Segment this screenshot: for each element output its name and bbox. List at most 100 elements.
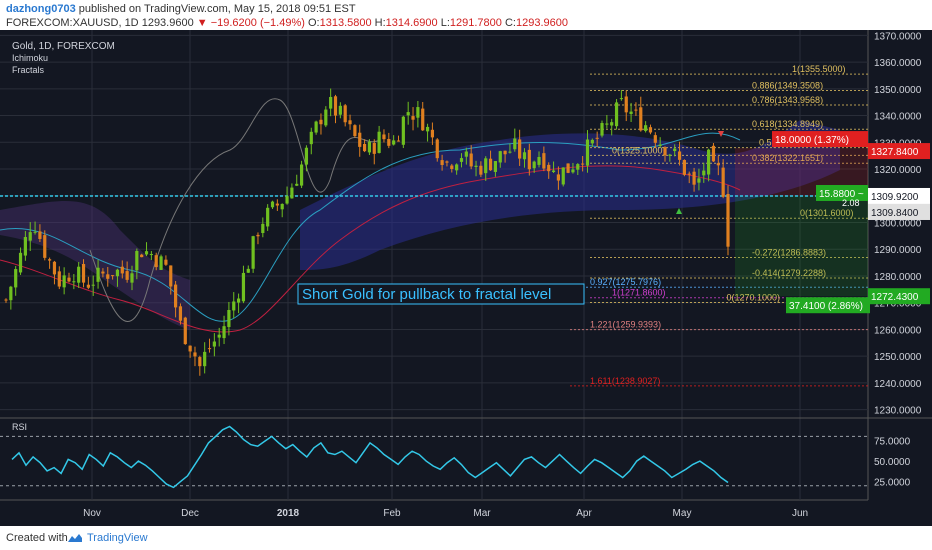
candle-body bbox=[217, 334, 221, 338]
price-axis-panel[interactable] bbox=[868, 30, 932, 526]
candle-body bbox=[440, 160, 444, 165]
candle-body bbox=[115, 269, 120, 277]
time-tick-label: Mar bbox=[473, 508, 491, 519]
target-tag-bg bbox=[786, 297, 870, 314]
candle-body bbox=[581, 163, 585, 165]
annotation-box[interactable] bbox=[297, 283, 585, 305]
candle-body bbox=[455, 164, 459, 171]
candle-body bbox=[96, 267, 100, 282]
candle-body bbox=[236, 298, 241, 303]
candle-body bbox=[299, 164, 304, 186]
target-tag: 37.4100 (2.86%) bbox=[789, 301, 863, 312]
candle-body bbox=[547, 164, 551, 172]
fib-label: -0.272(1286.8883) bbox=[752, 248, 826, 258]
candle-body bbox=[159, 256, 163, 270]
price-tick-label: 1240.0000 bbox=[874, 379, 922, 390]
candle-body bbox=[111, 275, 115, 277]
candle-body bbox=[392, 140, 396, 145]
candle-body bbox=[57, 271, 61, 287]
candle-body bbox=[527, 149, 531, 170]
candle-body bbox=[169, 265, 173, 287]
price-tick-label: 1290.0000 bbox=[874, 245, 922, 256]
candle-body bbox=[401, 116, 405, 145]
chart-area[interactable]: 1(1355.5000) 0.886(1349.3508) 0.786(1343.9… bbox=[0, 30, 932, 526]
candle-body bbox=[513, 138, 517, 150]
candle-body bbox=[154, 255, 158, 268]
price-tick-label: 1250.0000 bbox=[874, 352, 922, 363]
candle-body bbox=[653, 135, 657, 143]
candle-body bbox=[309, 131, 313, 145]
candle-body bbox=[246, 268, 250, 273]
candle-body bbox=[270, 201, 275, 208]
candle-body bbox=[682, 159, 686, 175]
candle-body bbox=[542, 153, 546, 169]
candle-body bbox=[406, 112, 410, 116]
candle-body bbox=[687, 173, 691, 175]
time-tick-label: Feb bbox=[383, 508, 401, 519]
target-price-tag: 1272.4300 bbox=[871, 292, 919, 303]
price-change: −19.6200 (−1.49%) bbox=[210, 17, 305, 29]
candle-body bbox=[561, 167, 565, 185]
candle-body bbox=[711, 145, 716, 162]
candle-body bbox=[639, 107, 643, 131]
tradingview-link[interactable]: TradingView bbox=[87, 532, 148, 544]
candle-body bbox=[280, 203, 284, 210]
candle-body bbox=[144, 251, 149, 255]
time-tick-label: May bbox=[673, 508, 692, 519]
publish-info: published on TradingView.com, May 15, 20… bbox=[78, 3, 356, 15]
candle-body bbox=[488, 158, 493, 171]
stop-tag: 18.0000 (1.37%) bbox=[775, 135, 849, 146]
candle-body bbox=[125, 271, 129, 280]
candle-body bbox=[348, 120, 352, 125]
down-arrow-icon: ▼ bbox=[196, 17, 208, 29]
candle-body bbox=[4, 299, 8, 301]
candle-body bbox=[658, 144, 662, 146]
candle-body bbox=[72, 281, 76, 283]
rsi-tick-label: 75.0000 bbox=[874, 436, 911, 447]
candle-body bbox=[319, 119, 323, 125]
candle-body bbox=[251, 236, 255, 269]
current-tag: 15.8800 ~ bbox=[819, 189, 864, 200]
stop-tag-bg bbox=[772, 131, 868, 148]
publish-line: dazhong0703 published on TradingView.com… bbox=[6, 2, 356, 16]
candle-body bbox=[285, 196, 289, 204]
candle-body bbox=[430, 129, 435, 138]
candle-body bbox=[503, 150, 507, 155]
open-value: 1313.5800 bbox=[319, 17, 372, 29]
ohlc-line: FOREXCOM:XAUUSD, 1D 1293.9600 ▼ −19.6200… bbox=[6, 16, 568, 30]
candle-body bbox=[324, 109, 328, 126]
candle-body bbox=[188, 345, 192, 352]
price-tick-label: 1280.0000 bbox=[874, 272, 922, 283]
candle-body bbox=[644, 125, 648, 131]
time-tick-label: Dec bbox=[181, 508, 199, 519]
candle-body bbox=[382, 134, 386, 140]
price-tick-label: 1320.0000 bbox=[874, 165, 922, 176]
current-tag-bg bbox=[816, 184, 868, 201]
fib-label: 1.221(1259.9393) bbox=[590, 320, 661, 330]
fib-label: 0.927(1275.7976) bbox=[590, 277, 661, 287]
rsi-tick-label: 25.0000 bbox=[874, 478, 911, 489]
candle-body bbox=[193, 352, 197, 357]
fib-label: 0(1325.1000) bbox=[612, 145, 666, 155]
author-link[interactable]: dazhong0703 bbox=[6, 3, 76, 15]
candle-body bbox=[416, 107, 420, 118]
target-price-tag-bg bbox=[868, 288, 930, 305]
candle-body bbox=[522, 152, 527, 160]
candles bbox=[4, 88, 730, 376]
candle-body bbox=[23, 237, 27, 256]
candle-body bbox=[91, 284, 95, 286]
candle-body bbox=[610, 122, 614, 126]
candle-body bbox=[140, 254, 144, 258]
candle-body bbox=[33, 231, 37, 233]
candle-body bbox=[362, 143, 367, 152]
candle-body bbox=[212, 341, 216, 347]
chart-background bbox=[0, 30, 932, 526]
candle-body bbox=[648, 127, 653, 133]
candle-body bbox=[663, 147, 667, 156]
candle-body bbox=[329, 96, 333, 109]
rsi-label: RSI bbox=[12, 422, 27, 432]
fractal-down-icon bbox=[676, 208, 682, 214]
candle-body bbox=[377, 131, 381, 153]
candle-body bbox=[605, 123, 609, 125]
legend-title: Gold, 1D, FOREXCOM bbox=[12, 41, 115, 52]
